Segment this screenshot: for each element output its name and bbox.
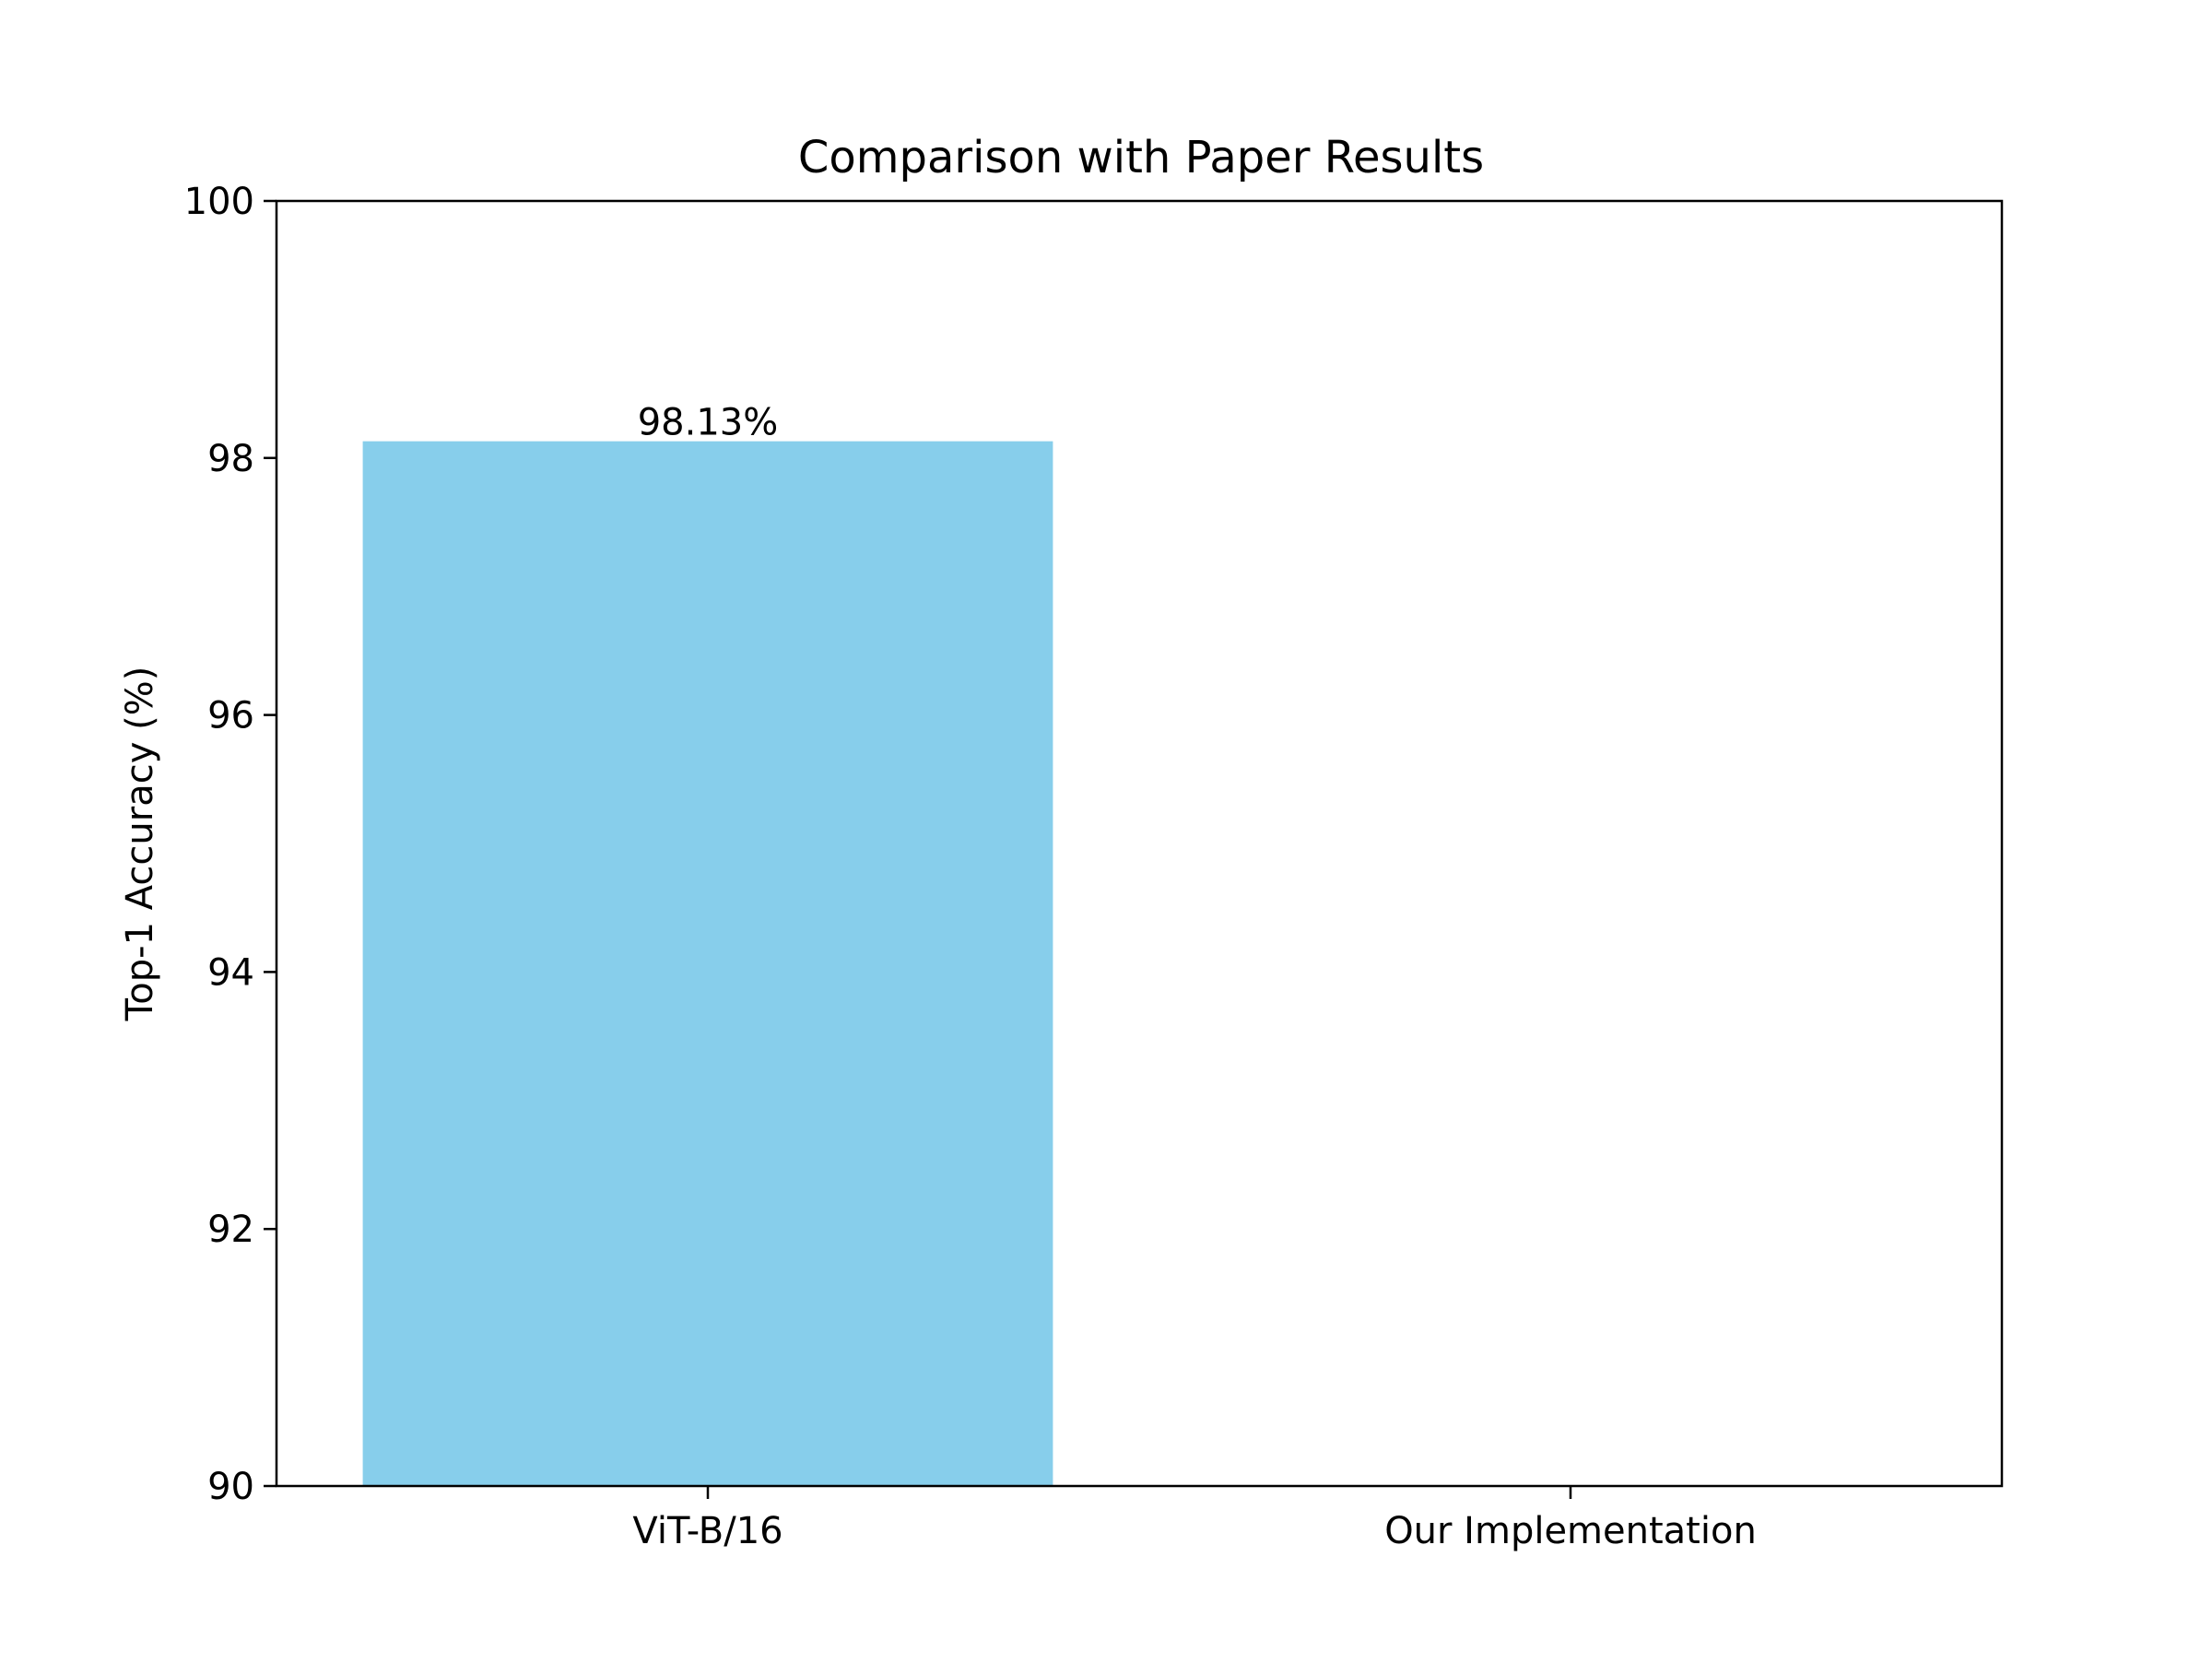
plot-area-frame	[275, 199, 2004, 1488]
x-tick-label: Our Implementation	[1384, 1510, 1757, 1552]
y-tick-label: 90	[207, 1466, 254, 1508]
data-labels-layer: 98.13%	[638, 402, 779, 444]
bar-data-label: 98.13%	[638, 402, 779, 444]
y-tick-label: 94	[207, 951, 254, 994]
y-tick-label: 100	[184, 181, 254, 223]
y-axis-label: Top-1 Accuracy (%)	[119, 666, 161, 1022]
x-tick-label: ViT-B/16	[632, 1510, 782, 1552]
bars-layer	[362, 441, 1053, 1487]
bar-0	[362, 441, 1053, 1487]
ticks-layer: ViT-B/16 Our Implementation 90 92 94 96 98 100	[184, 181, 1757, 1552]
chart-title: Comparison with Paper Results	[798, 132, 1484, 183]
y-tick-label: 92	[207, 1209, 254, 1251]
y-tick-label: 96	[207, 695, 254, 737]
y-tick-label: 98	[207, 438, 254, 480]
